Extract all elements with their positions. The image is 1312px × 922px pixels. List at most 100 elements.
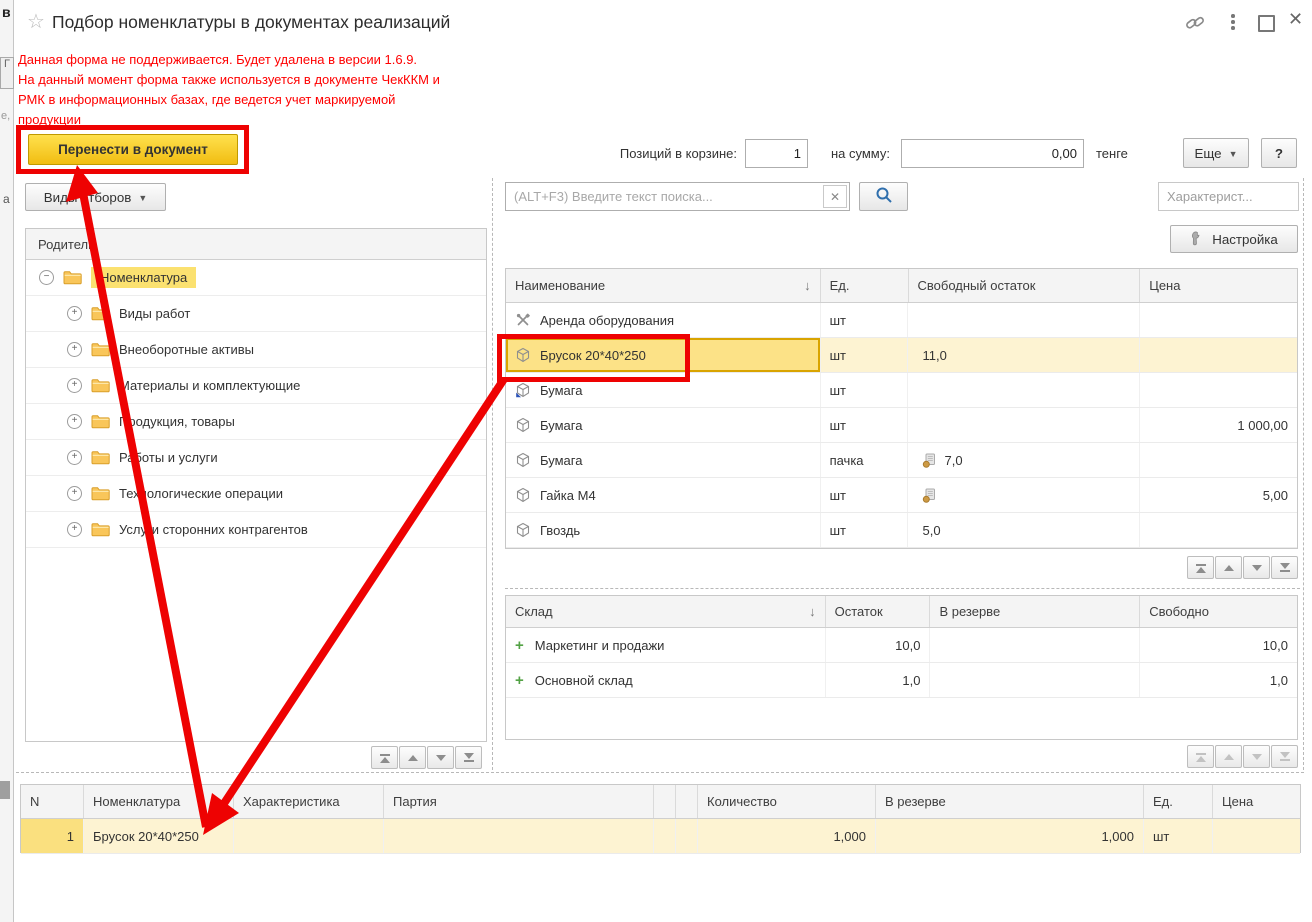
tree-item[interactable]: + Технологические операции [26,476,486,512]
filter-types-button[interactable]: Виды отборов ▼ [25,183,166,211]
tree-item[interactable]: + Работы и услуги [26,440,486,476]
scroll-up-button[interactable] [1215,556,1242,579]
search-button[interactable] [859,182,908,211]
scroll-bottom-icon [1279,751,1290,762]
background-window-edge: в Г е, а [0,0,14,922]
vertical-splitter[interactable] [492,178,493,770]
scroll-bottom-button[interactable] [455,746,482,769]
expand-icon[interactable]: + [67,450,82,465]
scroll-top-button[interactable] [1187,745,1214,768]
scroll-up-icon [407,754,418,761]
expand-icon[interactable]: + [67,306,82,321]
product-name-cell: Бумага [506,373,821,407]
free-cell: 10,0 [1262,637,1288,653]
vertical-splitter[interactable] [1303,178,1304,770]
product-price-cell [1140,513,1297,547]
expand-icon[interactable]: + [67,414,82,429]
product-price-cell [1140,373,1297,407]
reserved-cell: 1,000 [876,819,1144,853]
close-icon[interactable]: ✕ [1288,9,1304,29]
tree-item[interactable]: + Материалы и комплектующие [26,368,486,404]
column-header [654,785,676,818]
product-unit-cell: шт [821,338,909,372]
reserved-cell [930,663,1141,697]
product-free-cell [908,303,1141,337]
tree-header[interactable]: Родитель [26,229,486,260]
edge-text-fragment: а [3,192,10,206]
expand-icon[interactable]: + [67,522,82,537]
expand-icon[interactable]: + [67,378,82,393]
scroll-top-button[interactable] [1187,556,1214,579]
column-header: Наименование ↓ [506,269,821,302]
product-price-cell [1140,303,1297,337]
characteristic-cell [234,819,384,853]
products-table: Наименование ↓ Ед. Свободный остаток Цена Ар… [505,268,1298,549]
tree-item[interactable]: + Продукция, товары [26,404,486,440]
tree-item-label: Виды работ [119,306,191,321]
tree-item[interactable]: + Внеоборотные активы [26,332,486,368]
cart-sum-input[interactable] [901,139,1084,168]
nomenclature-cell: Брусок 20*40*250 [84,819,234,853]
product-row[interactable]: Гвоздь шт 5,0 [506,513,1297,548]
line-number-cell: 1 [21,819,84,853]
scroll-up-button[interactable] [399,746,426,769]
tree-item-label: Внеоборотные активы [119,342,255,357]
more-button[interactable]: Еще ▼ [1183,138,1249,168]
product-row[interactable]: Бумага пачка 7,0 [506,443,1297,478]
expand-plus-icon[interactable]: + [515,671,524,689]
horizontal-splitter[interactable] [505,588,1300,589]
settings-button[interactable]: Настройка [1170,225,1298,253]
tree-item[interactable]: + Услуги сторонних контрагентов [26,512,486,548]
expand-icon[interactable]: + [67,486,82,501]
scrollbar-thumb[interactable] [0,781,10,799]
clear-search-button[interactable]: ✕ [823,185,847,208]
scroll-up-button[interactable] [1215,745,1242,768]
selection-row[interactable]: 1 Брусок 20*40*250 1,000 1,000 шт [21,819,1300,854]
scroll-top-icon [379,753,390,763]
edge-text-fragment: в [2,4,11,20]
help-button[interactable]: ? [1261,138,1297,168]
wrench-icon [1190,230,1212,249]
transfer-to-document-button[interactable]: Перенести в документ [28,134,238,165]
link-icon[interactable] [1184,12,1206,37]
tree-item[interactable]: + Виды работ [26,296,486,332]
scroll-bottom-button[interactable] [1271,745,1298,768]
column-header: Партия [384,785,654,818]
product-row[interactable]: Аренда оборудования шт [506,303,1297,338]
scroll-down-icon [435,754,446,761]
product-row[interactable]: Брусок 20*40*250 шт 11,0 [506,338,1297,373]
collapse-icon[interactable]: − [39,270,54,285]
product-row[interactable]: Бумага шт [506,373,1297,408]
characteristics-field[interactable]: Характерист... [1158,182,1299,211]
column-header: Номенклатура [84,785,234,818]
scroll-down-button[interactable] [1243,745,1270,768]
horizontal-splitter[interactable] [16,772,1304,773]
product-unit-cell: шт [821,513,909,547]
expand-icon[interactable]: + [67,342,82,357]
product-name-cell: Гайка М4 [506,478,821,512]
scroll-top-icon [1195,752,1206,762]
scroll-down-button[interactable] [1243,556,1270,579]
product-row[interactable]: Бумага шт 1 000,00 [506,408,1297,443]
scroll-down-icon [1251,753,1262,760]
edge-box-fragment: Г [0,57,14,89]
deprecation-warning: Данная форма не поддерживается. Будет уд… [18,52,440,127]
scroll-top-button[interactable] [371,746,398,769]
scroll-down-button[interactable] [427,746,454,769]
product-unit-cell: шт [821,478,909,512]
tree-item-root[interactable]: − Номенклатура [26,260,486,296]
product-row[interactable]: Гайка М4 шт 5,00 [506,478,1297,513]
search-input[interactable]: (ALT+F3) Введите текст поиска... [505,182,850,211]
favorite-star-icon[interactable]: ☆ [27,11,45,33]
stock-row[interactable]: + Маркетинг и продажи 10,0 10,0 [506,628,1297,663]
cart-positions-input[interactable] [745,139,808,168]
scroll-bottom-button[interactable] [1271,556,1298,579]
product-unit-cell: пачка [821,443,909,477]
maximize-icon[interactable] [1258,15,1275,32]
menu-kebab-icon[interactable] [1231,14,1235,32]
window-title: Подбор номенклатуры в документах реализа… [52,12,451,32]
stock-row[interactable]: + Основной склад 1,0 1,0 [506,663,1297,698]
product-free-cell [908,478,1141,512]
expand-plus-icon[interactable]: + [515,636,524,654]
unit-cell: шт [1144,819,1213,853]
